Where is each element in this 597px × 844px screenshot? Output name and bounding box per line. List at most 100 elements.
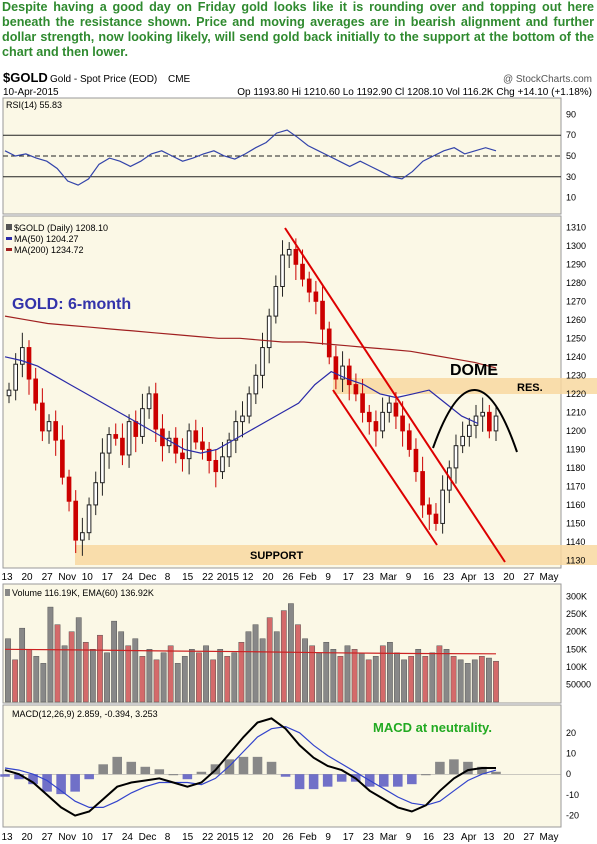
ma200-legend: MA(200) 1234.72 — [14, 245, 84, 255]
macd-histogram-bar — [56, 774, 66, 795]
price-candle — [380, 411, 385, 432]
macd-histogram-bar — [0, 774, 10, 777]
volume-bar — [337, 656, 344, 703]
x-axis-tick-label: 26 — [282, 832, 294, 843]
volume-tick-label: 200K — [566, 627, 587, 637]
volume-bar — [464, 663, 471, 703]
x-axis-tick-label: 22 — [202, 572, 214, 583]
volume-bar — [387, 641, 393, 703]
macd-histogram-bar — [154, 769, 165, 775]
macd-histogram-bar — [477, 766, 487, 775]
price-tick-label: 1220 — [566, 389, 586, 399]
price-candle — [346, 365, 352, 386]
volume-bar — [266, 617, 273, 703]
x-axis-tick-label: 9 — [325, 832, 331, 843]
volume-bar — [47, 606, 54, 703]
volume-bar — [146, 649, 153, 703]
macd-histogram-bar — [463, 761, 473, 775]
volume-bar — [139, 656, 146, 703]
price-candle — [246, 393, 252, 417]
rsi-tick-label: 70 — [566, 130, 576, 140]
macd-histogram-bar — [140, 766, 151, 775]
volume-tick-label: 150K — [566, 644, 587, 654]
gold-6month-label: GOLD: 6-month — [12, 296, 131, 313]
macd-histogram-bar — [421, 774, 431, 776]
x-axis-tick-label: 15 — [182, 832, 194, 843]
x-axis-tick-label: 20 — [22, 832, 34, 843]
price-tick-label: 1210 — [566, 407, 586, 417]
volume-bar — [160, 652, 167, 703]
x-axis-tick-label: 24 — [122, 572, 134, 583]
volume-tick-label: 100K — [566, 662, 587, 672]
volume-bar — [280, 610, 287, 703]
rsi-tick-label: 90 — [566, 109, 576, 119]
x-axis-tick-label: 27 — [523, 572, 535, 583]
volume-bar — [181, 656, 188, 703]
price-candle — [126, 421, 132, 456]
volume-bar — [372, 656, 379, 703]
volume-bar — [316, 652, 323, 703]
macd-histogram-bar — [238, 756, 249, 775]
date-label: 10-Apr-2015 — [3, 87, 59, 98]
x-axis-tick-label: 13 — [1, 832, 13, 843]
x-axis-tick-label: Dec — [139, 832, 157, 843]
macd-histogram-bar — [182, 774, 193, 780]
price-candle — [80, 532, 85, 541]
price-tick-label: 1200 — [566, 426, 586, 436]
volume-bar — [132, 638, 139, 703]
macd-tick-label: 0 — [566, 769, 571, 779]
macd-histogram-bar — [84, 774, 94, 780]
price-tick-label: 1230 — [566, 370, 586, 380]
volume-tick-label: 250K — [566, 609, 587, 619]
price-candle — [333, 356, 339, 380]
volume-bar — [97, 634, 103, 703]
dome-label: DOME — [450, 362, 498, 379]
x-axis-tick-label: 12 — [242, 832, 254, 843]
volume-bar — [358, 652, 365, 703]
price-candle — [433, 513, 439, 524]
x-axis-tick-label: May — [540, 832, 559, 843]
price-candle — [260, 347, 265, 376]
price-candle — [33, 378, 39, 404]
price-candle — [320, 300, 325, 330]
volume-bar — [89, 649, 96, 703]
macd-histogram-bar — [322, 774, 333, 787]
macd-histogram-bar — [491, 771, 501, 775]
price-tick-label: 1280 — [566, 278, 586, 288]
macd-histogram-bar — [28, 774, 38, 785]
channel-upper-line — [284, 227, 506, 563]
volume-bar — [457, 659, 464, 703]
rsi-tick-label: 30 — [566, 172, 576, 182]
macd-histogram-bar — [435, 761, 445, 775]
x-axis-tick-label: 27 — [523, 832, 535, 843]
x-axis-tick-label: 20 — [503, 832, 515, 843]
macd-histogram-bar — [308, 774, 319, 790]
volume-bar — [302, 638, 308, 703]
volume-bar — [189, 649, 195, 703]
price-tick-label: 1310 — [566, 222, 586, 232]
x-axis-tick-label: 27 — [42, 572, 54, 583]
macd-histogram-bar — [196, 771, 207, 775]
price-tick-label: 1130 — [566, 555, 585, 565]
macd-histogram-bar — [407, 774, 417, 785]
x-axis-tick-label: 23 — [363, 572, 375, 583]
macd-histogram-bar — [266, 761, 277, 775]
price-tick-label: 1300 — [566, 241, 586, 251]
volume-bar — [478, 656, 485, 703]
price-candle — [466, 424, 472, 437]
volume-bar — [75, 617, 82, 703]
volume-bar — [203, 645, 209, 703]
volume-bar — [224, 656, 231, 703]
volume-bar — [471, 659, 478, 703]
macd-tick-label: 20 — [566, 728, 576, 738]
x-axis-tick-label: 20 — [262, 832, 274, 843]
price-title: $GOLD (Daily) 1208.10 — [14, 223, 108, 233]
volume-bar — [273, 631, 280, 703]
x-axis-tick-label: 15 — [182, 572, 194, 583]
volume-bar — [167, 645, 174, 703]
price-candle — [440, 489, 445, 524]
macd-tick-label: -20 — [566, 811, 579, 821]
price-candle — [53, 421, 59, 441]
price-candle — [193, 430, 199, 443]
price-candle — [93, 482, 99, 506]
